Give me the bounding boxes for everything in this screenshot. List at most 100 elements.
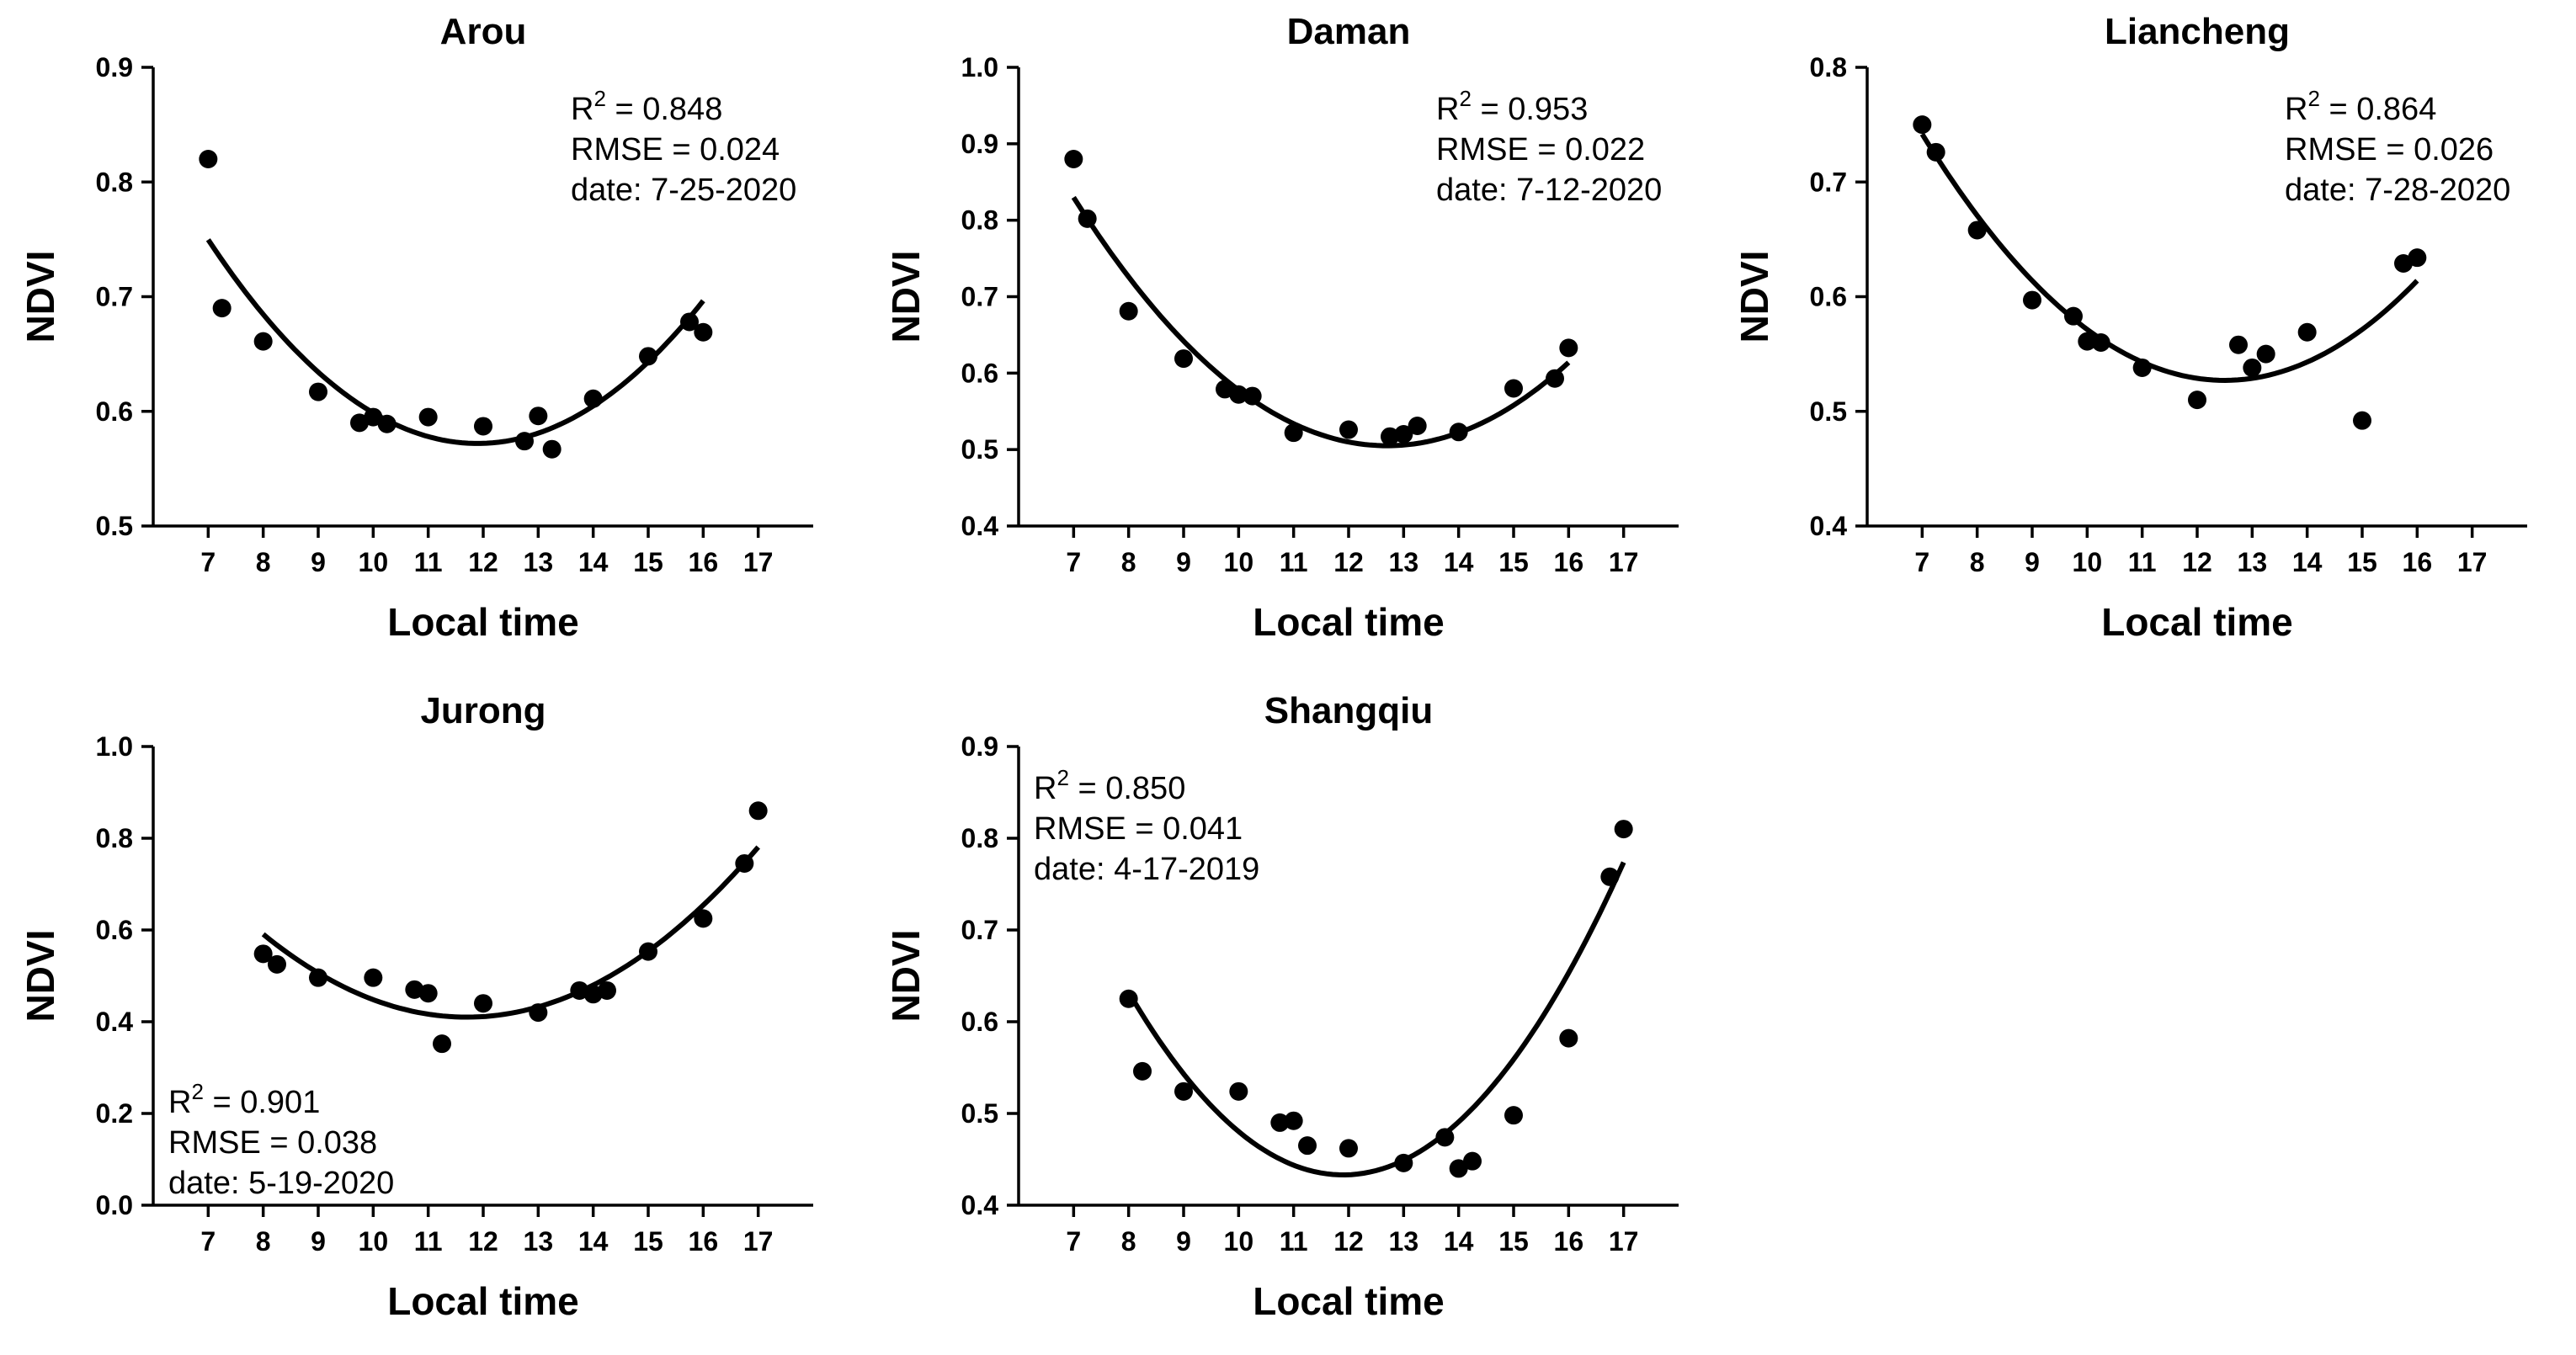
data-point <box>268 954 286 974</box>
subplot-jurong: Jurong 7 8 9 10 11 12 13 14 15 16 17 0.0 0.2 0.4 0.6 0.8… <box>19 690 813 1323</box>
y-tick-label: 0.2 <box>96 1098 133 1129</box>
data-point <box>680 312 699 332</box>
x-tick-label: 12 <box>1333 547 1364 577</box>
fit-curve <box>1071 195 1571 449</box>
r-squared-exponent: 2 <box>2307 86 2319 111</box>
data-point <box>2091 333 2110 352</box>
data-point <box>1463 1151 1482 1171</box>
data-point <box>694 322 713 342</box>
x-tick-label: 17 <box>2457 547 2488 577</box>
y-axis-label: NDVI <box>1732 251 1776 343</box>
r-squared-symbol: R <box>571 92 593 127</box>
data-point <box>1435 1128 1455 1147</box>
chart-title: Daman <box>1287 11 1411 52</box>
x-tick-label: 8 <box>1970 547 1985 577</box>
x-axis-label: Local time <box>1253 600 1445 644</box>
data-point <box>1078 209 1097 228</box>
x-tick-label: 16 <box>1554 1226 1584 1257</box>
fit-curve <box>261 845 760 1020</box>
rmse-text: RMSE = 0.041 <box>1034 811 1243 847</box>
x-tick-label: 11 <box>1280 1226 1308 1257</box>
data-point <box>1504 379 1523 398</box>
y-tick-label: 0.9 <box>96 52 133 82</box>
r-squared-text: R2 = 0.864 <box>2285 86 2436 127</box>
data-point <box>1449 422 1468 442</box>
x-tick-label: 15 <box>633 1226 663 1257</box>
y-tick-label: 1.0 <box>96 731 133 762</box>
y-tick-label: 0.7 <box>961 915 998 945</box>
data-point <box>2229 335 2248 354</box>
fit-curve <box>1919 132 2419 384</box>
data-point <box>377 414 397 433</box>
x-tick-label: 13 <box>2238 547 2268 577</box>
x-tick-label: 8 <box>1121 547 1136 577</box>
x-tick-label: 13 <box>1389 547 1419 577</box>
y-tick-label: 0.8 <box>96 823 133 853</box>
date-text: date: 7-12-2020 <box>1436 173 1662 208</box>
x-tick-label: 15 <box>633 547 663 577</box>
x-tick-label: 16 <box>689 1226 719 1257</box>
data-point <box>1243 386 1262 406</box>
y-axis-label: NDVI <box>19 251 62 343</box>
y-tick-label: 0.4 <box>1810 511 1848 541</box>
data-point <box>1229 1081 1248 1101</box>
r-squared-symbol: R <box>2285 92 2307 127</box>
y-tick-label: 0.9 <box>961 129 998 159</box>
data-point <box>1408 417 1427 436</box>
y-axis-label: NDVI <box>884 930 928 1023</box>
data-point <box>2064 306 2083 326</box>
data-point <box>1284 1111 1303 1130</box>
x-tick-label: 15 <box>1498 547 1529 577</box>
x-tick-label: 16 <box>1554 547 1584 577</box>
r-squared-text: R2 = 0.850 <box>1034 765 1185 806</box>
date-text: date: 4-17-2019 <box>1034 852 1259 887</box>
y-axis-label: NDVI <box>19 930 62 1023</box>
data-point <box>199 150 218 168</box>
data-point <box>583 389 603 408</box>
x-tick-label: 10 <box>1224 1226 1254 1257</box>
data-point <box>1339 1139 1358 1158</box>
data-point <box>2256 344 2275 364</box>
subplot-liancheng: Liancheng 7 8 9 10 11 12 13 14 15 16 17 0.4 0.5 0.6 0.7… <box>1732 11 2527 644</box>
x-tick-label: 10 <box>1224 547 1254 577</box>
data-point <box>1174 349 1193 369</box>
x-tick-label: 10 <box>2073 547 2103 577</box>
x-tick-label: 7 <box>200 1226 216 1257</box>
x-tick-label: 10 <box>359 1226 389 1257</box>
y-tick-label: 0.8 <box>961 823 998 853</box>
chart-title: Liancheng <box>2105 11 2290 52</box>
x-tick-label: 7 <box>200 547 216 577</box>
data-point <box>1119 989 1138 1008</box>
data-point <box>1559 1028 1578 1048</box>
r-squared-symbol: R <box>168 1085 191 1120</box>
data-point <box>2353 411 2371 430</box>
data-point <box>694 909 713 928</box>
data-point <box>1119 301 1138 321</box>
x-tick-label: 11 <box>414 547 443 577</box>
data-point <box>735 853 754 873</box>
rmse-text: RMSE = 0.038 <box>168 1125 377 1161</box>
data-point <box>2188 391 2206 410</box>
chart-title: Shangqiu <box>1264 690 1433 731</box>
rmse-text: RMSE = 0.022 <box>1436 132 1645 167</box>
y-tick-label: 0.6 <box>1810 282 1847 312</box>
r-squared-exponent: 2 <box>593 86 605 111</box>
x-tick-label: 9 <box>311 1226 326 1257</box>
x-axis-label: Local time <box>1253 1279 1445 1323</box>
x-tick-label: 14 <box>578 1226 609 1257</box>
r-squared-value: = 0.864 <box>2320 92 2436 127</box>
data-point <box>748 801 768 821</box>
x-tick-label: 14 <box>1444 547 1474 577</box>
x-tick-label: 16 <box>689 547 719 577</box>
data-point <box>1064 150 1083 168</box>
data-point <box>2408 248 2427 268</box>
data-point <box>1394 425 1413 444</box>
x-tick-label: 17 <box>1609 1226 1639 1257</box>
x-tick-label: 11 <box>1280 547 1308 577</box>
data-point <box>1614 820 1633 839</box>
subplot-daman: Daman 7 8 9 10 11 12 13 14 15 16 17 0.4 0.5 0.6 0.7 0.8 0… <box>884 11 1679 644</box>
r-squared-symbol: R <box>1034 771 1056 806</box>
data-point <box>1926 142 1945 162</box>
y-tick-label: 0.4 <box>961 511 999 541</box>
